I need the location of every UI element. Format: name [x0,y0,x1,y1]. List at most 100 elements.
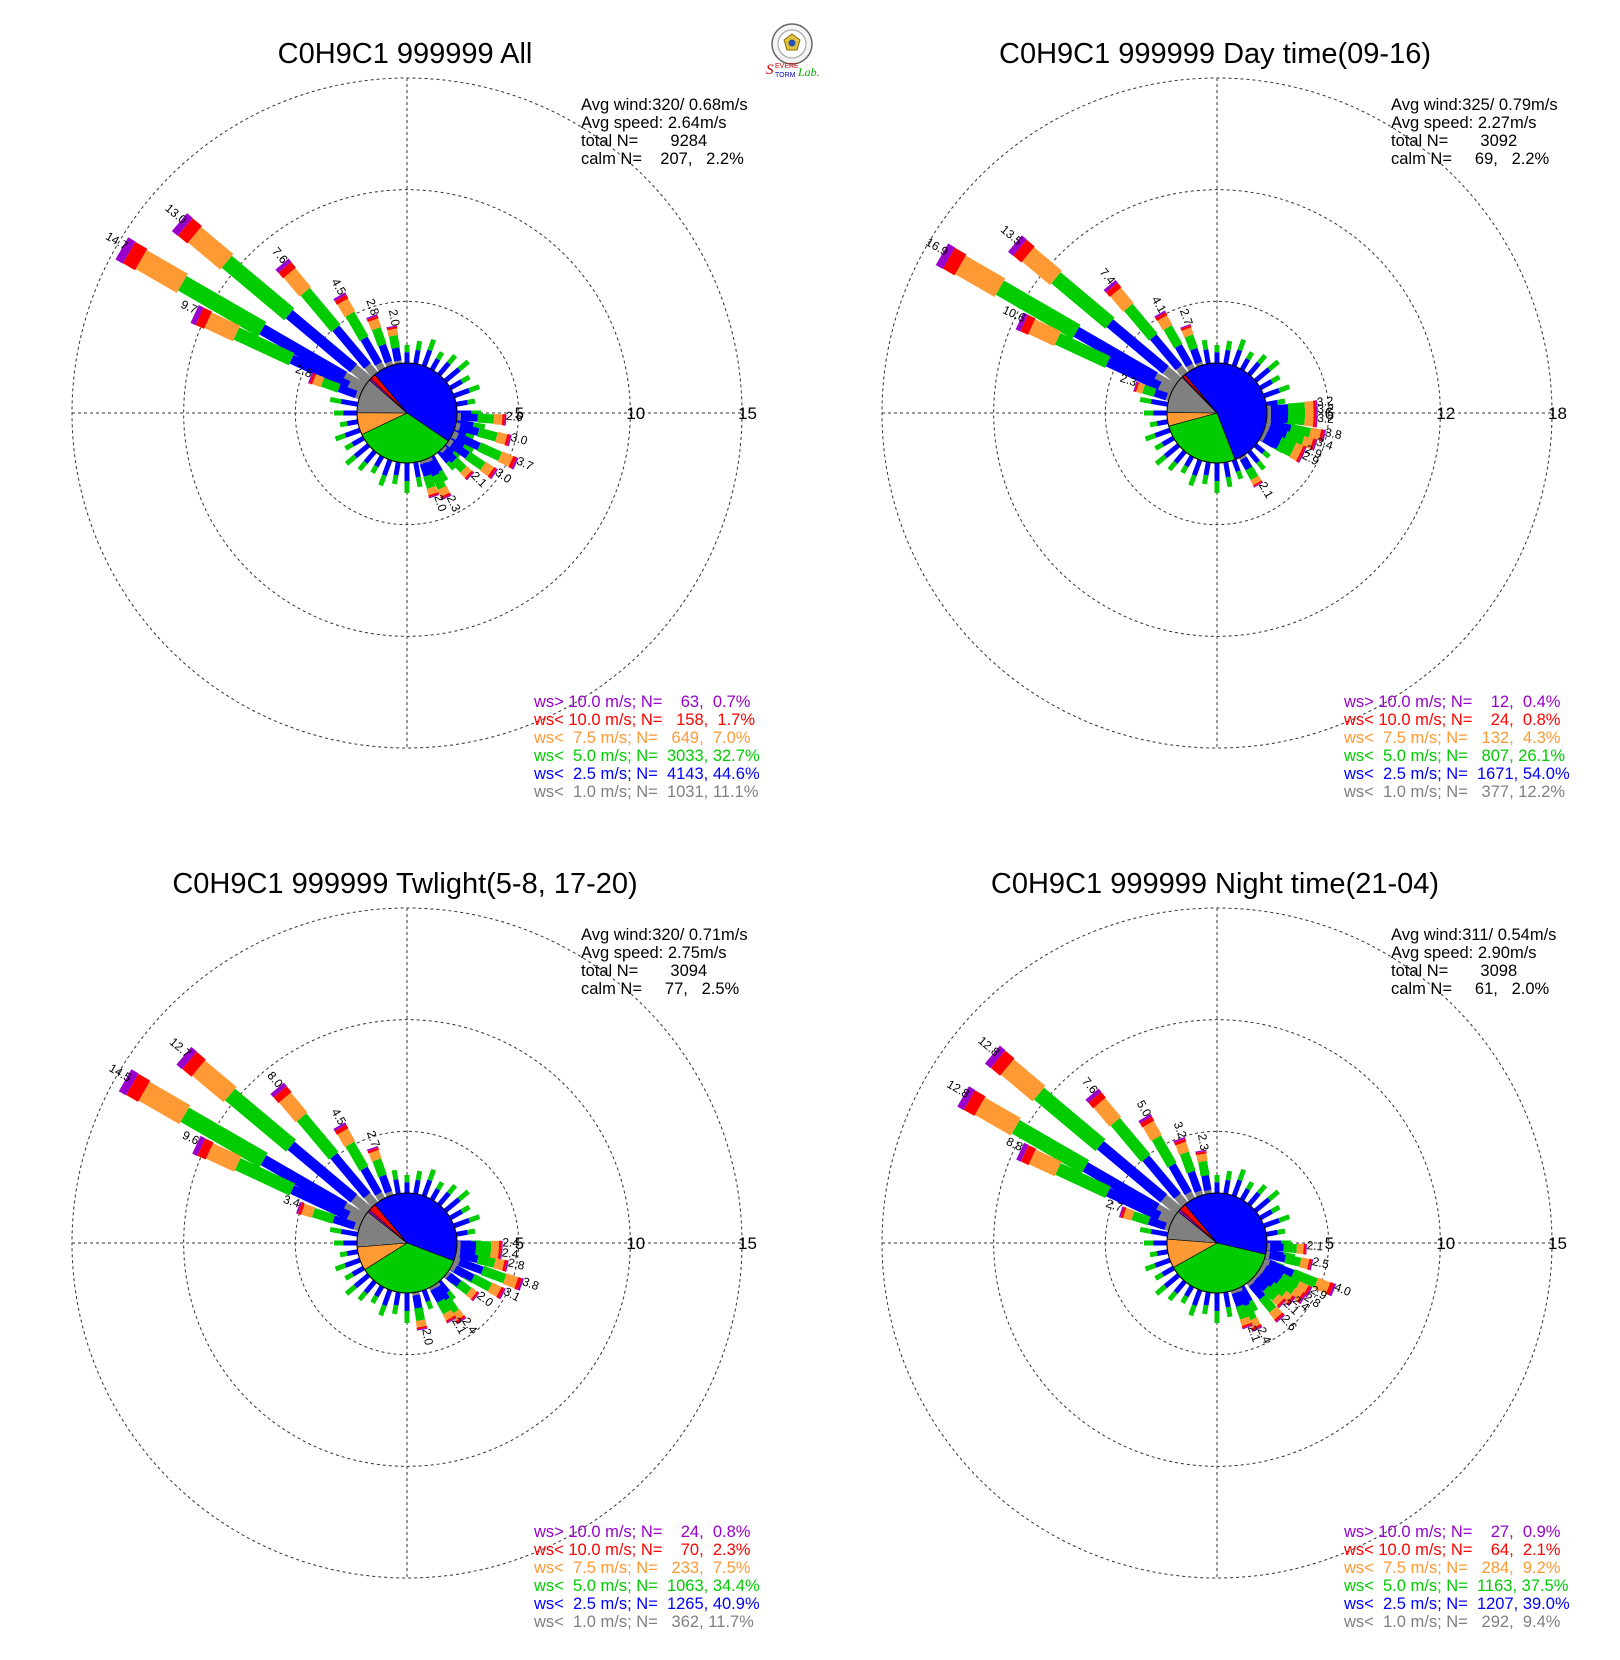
speed-legend: ws> 10.0 m/s; N= 12, 0.4% ws< 10.0 m/s; … [1344,693,1570,801]
direction-bar-stub [1154,427,1171,438]
direction-bar-stub [472,422,486,430]
bar-segment [412,1294,423,1309]
bar-segment [1307,1258,1312,1271]
bar-segment [1303,1285,1312,1297]
bar-segment [1275,1314,1286,1323]
direction-bar [1180,323,1204,368]
bar-segment [493,413,503,425]
bar-segment [1259,1263,1267,1272]
bar-label: 2.9 [1303,442,1324,462]
bar-segment [1180,325,1192,331]
bar-label: 2.8 [507,1255,527,1272]
bar-segment [441,494,452,501]
calm-n-text: calm N= 77, 2.5% [581,980,740,998]
direction-bar [1138,1113,1196,1202]
direction-bar-stub [1150,1228,1169,1237]
bar-label: 9.7 [179,297,200,317]
bar-segment [1131,1211,1151,1226]
bar-segment [441,447,457,463]
legend-entry-gt10: ws> 10.0 m/s; N= 63, 0.7% [534,693,751,711]
direction-bar [1265,419,1327,442]
bar-segment [1015,312,1029,332]
bar-segment [192,1060,237,1103]
direction-bar-stub [427,1168,437,1182]
bar-label: 4.0 [1332,1280,1353,1299]
bar-segment [1299,1257,1310,1270]
direction-bar-stub [1223,349,1231,365]
direction-bar-stub [374,1285,385,1298]
bar-segment [514,1276,522,1290]
direction-bar-stub [1203,461,1211,476]
bar-segment [1147,1217,1167,1230]
direction-bar-stub [1265,1229,1278,1237]
direction-bar-stub [357,1290,368,1302]
bar-segment [190,305,204,326]
direction-bar-stub [1278,384,1291,393]
bar-segment [1296,1292,1306,1304]
direction-bar-stub [370,1294,379,1305]
bar-segment [496,1286,505,1299]
bar-segment [426,459,440,477]
direction-bar-stub [1225,476,1233,488]
direction-bar-stub [437,449,450,464]
ring-label: 10 [626,404,645,423]
bar-segment [955,255,1006,297]
bar-segment [423,474,436,490]
bar-segment [1174,344,1193,368]
direction-bar [1266,413,1318,428]
bar-segment [341,372,367,393]
direction-bar-stub [1163,1273,1181,1289]
direction-bar-stub [1253,1197,1271,1213]
direction-bar-stub [344,1257,361,1268]
direction-bar-stub [1239,1188,1251,1201]
bar-segment [1289,1287,1303,1302]
bar-segment [337,1128,356,1148]
bar-segment [474,1248,492,1260]
bar-segment [489,468,499,480]
direction-bar-stub [1163,443,1181,459]
bar-segment [375,361,386,372]
bar-segment [391,347,402,362]
severe-storm-lab-logo: S EVERE TORM Lab. [766,23,820,79]
direction-bar-stub [393,1179,401,1195]
bar-segment [368,1149,382,1162]
panel-title: C0H9C1 999999 All [277,38,533,70]
bar-segment [489,1249,499,1261]
bar-segment [476,1254,496,1268]
direction-bar [455,1246,503,1262]
ring-label: 10 [626,1234,645,1253]
direction-bar-stub [1278,1214,1291,1223]
bar-segment [135,249,188,293]
bar-segment [477,427,498,442]
bar-segment [1291,1269,1319,1288]
bar-segment [493,1258,505,1271]
total-n-text: total N= 3092 [1391,132,1518,150]
direction-bar-stub [468,1214,481,1223]
calm-n-text: calm N= 69, 2.2% [1391,150,1550,168]
bar-segment [1304,400,1314,413]
ring-label: 15 [738,1234,757,1253]
pie-rim [1166,1192,1268,1294]
direction-bar-stub [421,349,433,367]
direction-bar-stub [1161,1265,1175,1277]
direction-bar-stub [1256,353,1268,365]
direction-bar [366,314,394,368]
bar-segment [458,1258,484,1275]
direction-bar-stub [334,433,347,442]
direction-bar-stub [392,474,399,485]
direction-bar [1264,1250,1314,1271]
direction-bar-stub [1203,349,1211,365]
bar-segment [1275,1278,1295,1296]
direction-bar [1008,235,1182,385]
direction-bar-stub [468,384,481,393]
direction-bar-stub [413,461,421,478]
direction-bar-stub [446,353,458,365]
bar-segment [446,1272,462,1287]
direction-bar-stub [1154,1284,1167,1296]
bar-segment [1286,1295,1295,1306]
bar-segment [1278,1299,1287,1309]
bar-segment [1106,282,1122,297]
bar-segment [1299,445,1306,457]
direction-bar [456,412,507,426]
bar-segment [455,432,481,451]
